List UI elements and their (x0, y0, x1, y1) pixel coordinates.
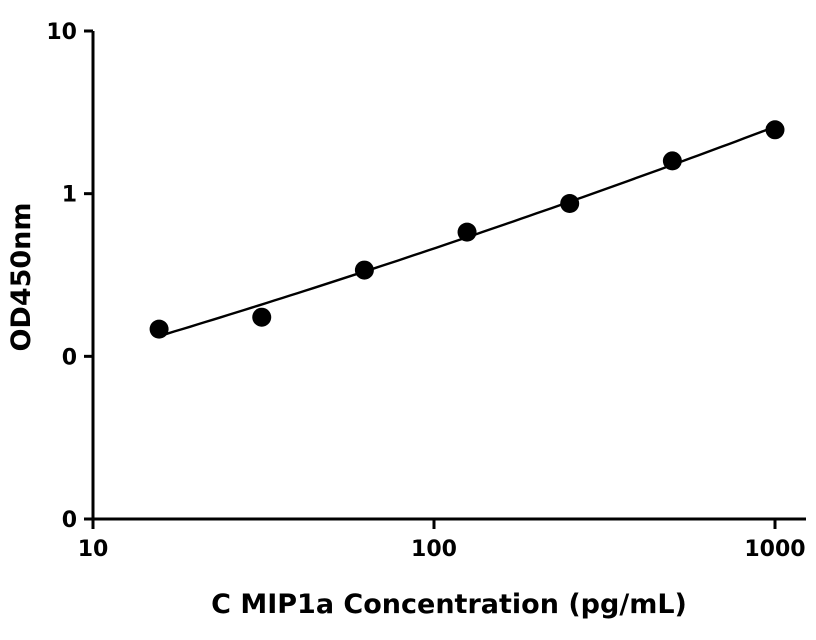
data-point (560, 194, 580, 214)
x-tick-label: 100 (411, 537, 457, 562)
data-points (149, 120, 785, 339)
tick-labels: 0 0 1 10 10 100 1000 (46, 20, 805, 562)
axes (84, 29, 806, 529)
x-tick-label: 10 (78, 537, 109, 562)
y-tick-label: 10 (46, 20, 77, 45)
y-tick-label: 0 (62, 345, 77, 370)
data-point (354, 260, 374, 280)
y-axis-title: OD450nm (6, 202, 37, 351)
data-point (662, 151, 682, 171)
data-point (457, 222, 477, 242)
data-point (252, 307, 272, 327)
y-tick-label: 1 (62, 183, 77, 208)
data-point (765, 120, 785, 140)
y-tick-label: 0 (62, 508, 77, 533)
x-axis-title: C MIP1a Concentration (pg/mL) (211, 589, 687, 620)
x-tick-label: 1000 (744, 537, 805, 562)
data-point (149, 319, 169, 339)
